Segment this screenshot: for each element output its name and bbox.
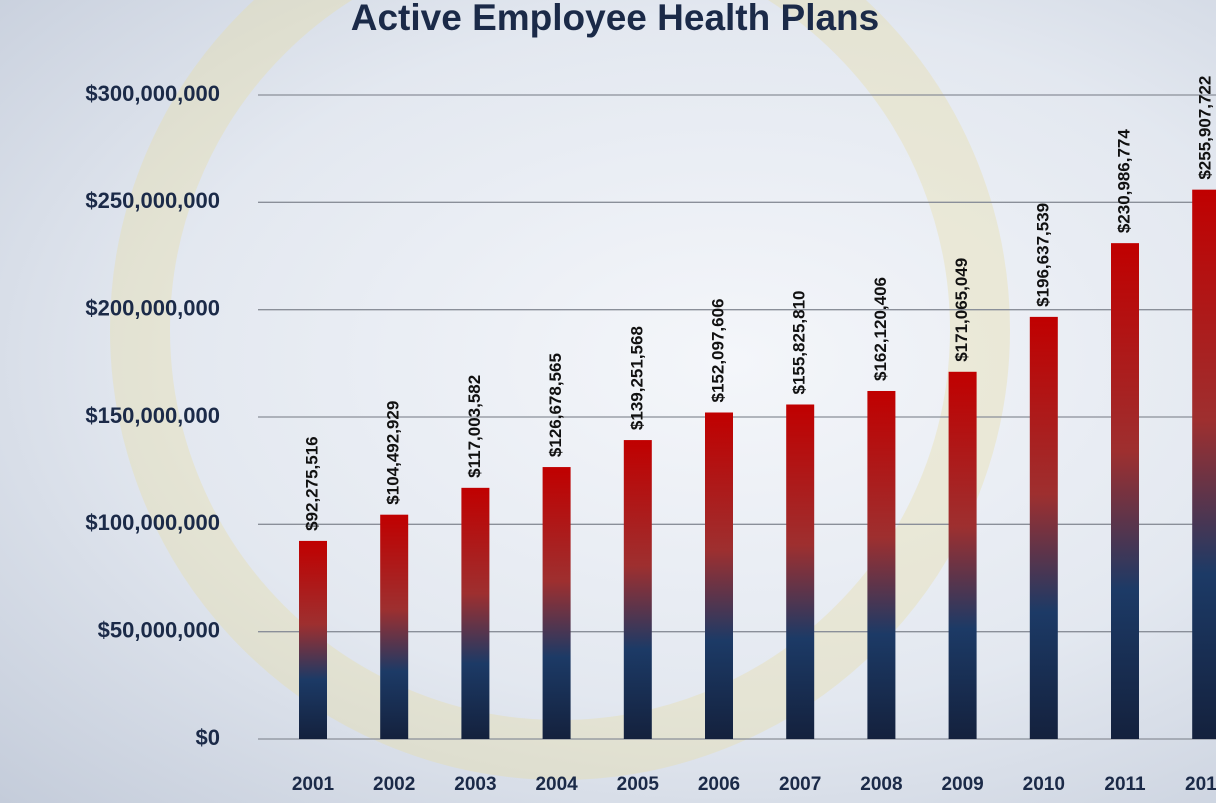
x-tick-label: 2007 <box>779 774 821 795</box>
bar <box>299 541 327 739</box>
bar <box>1192 190 1216 739</box>
bar <box>1111 243 1139 739</box>
chart-title: Active Employee Health Plans <box>351 0 879 38</box>
x-tick-label: 2012 <box>1185 774 1216 795</box>
x-tick-label: 2009 <box>941 774 983 795</box>
y-tick-label: $100,000,000 <box>85 510 220 535</box>
x-tick-label: 2004 <box>535 774 578 795</box>
bar <box>624 440 652 739</box>
bar <box>1030 317 1058 739</box>
x-tick-label: 2003 <box>454 774 496 795</box>
y-tick-label: $0 <box>196 725 220 750</box>
value-label: $104,492,929 <box>384 401 403 505</box>
chart: Active Employee Health Plans $0 $50,000,0… <box>0 0 1216 803</box>
value-label: $255,907,722 <box>1196 76 1215 180</box>
x-tick-label: 2002 <box>373 774 415 795</box>
x-tick-label: 2001 <box>292 774 335 795</box>
bar <box>949 372 977 739</box>
x-tick-label: 2010 <box>1023 774 1065 795</box>
y-tick-label: $300,000,000 <box>85 81 220 106</box>
x-tick-label: 2005 <box>617 774 660 795</box>
value-label: $92,275,516 <box>302 436 321 531</box>
value-label: $162,120,406 <box>871 277 890 381</box>
y-tick-label: $50,000,000 <box>98 617 220 642</box>
value-label: $139,251,568 <box>627 326 646 430</box>
bar <box>786 404 814 739</box>
value-label: $152,097,606 <box>708 298 727 402</box>
page: {"chart_data": {"type": "bar", "title": … <box>0 0 1216 803</box>
y-tick-label: $200,000,000 <box>85 295 220 320</box>
value-label: $196,637,539 <box>1033 203 1052 307</box>
bar <box>867 391 895 739</box>
bar <box>461 488 489 739</box>
value-label: $117,003,582 <box>465 375 484 478</box>
bar <box>543 467 571 739</box>
bar <box>705 412 733 739</box>
x-tick-label: 2011 <box>1104 774 1146 795</box>
x-tick-label: 2008 <box>860 774 902 795</box>
value-label: $230,986,774 <box>1114 129 1133 234</box>
value-label: $155,825,810 <box>790 290 809 394</box>
y-tick-label: $250,000,000 <box>85 188 220 213</box>
x-tick-label: 2006 <box>698 774 740 795</box>
value-label: $171,065,049 <box>952 258 971 362</box>
value-label: $126,678,565 <box>546 353 565 457</box>
bar <box>380 515 408 739</box>
y-tick-label: $150,000,000 <box>85 403 220 428</box>
